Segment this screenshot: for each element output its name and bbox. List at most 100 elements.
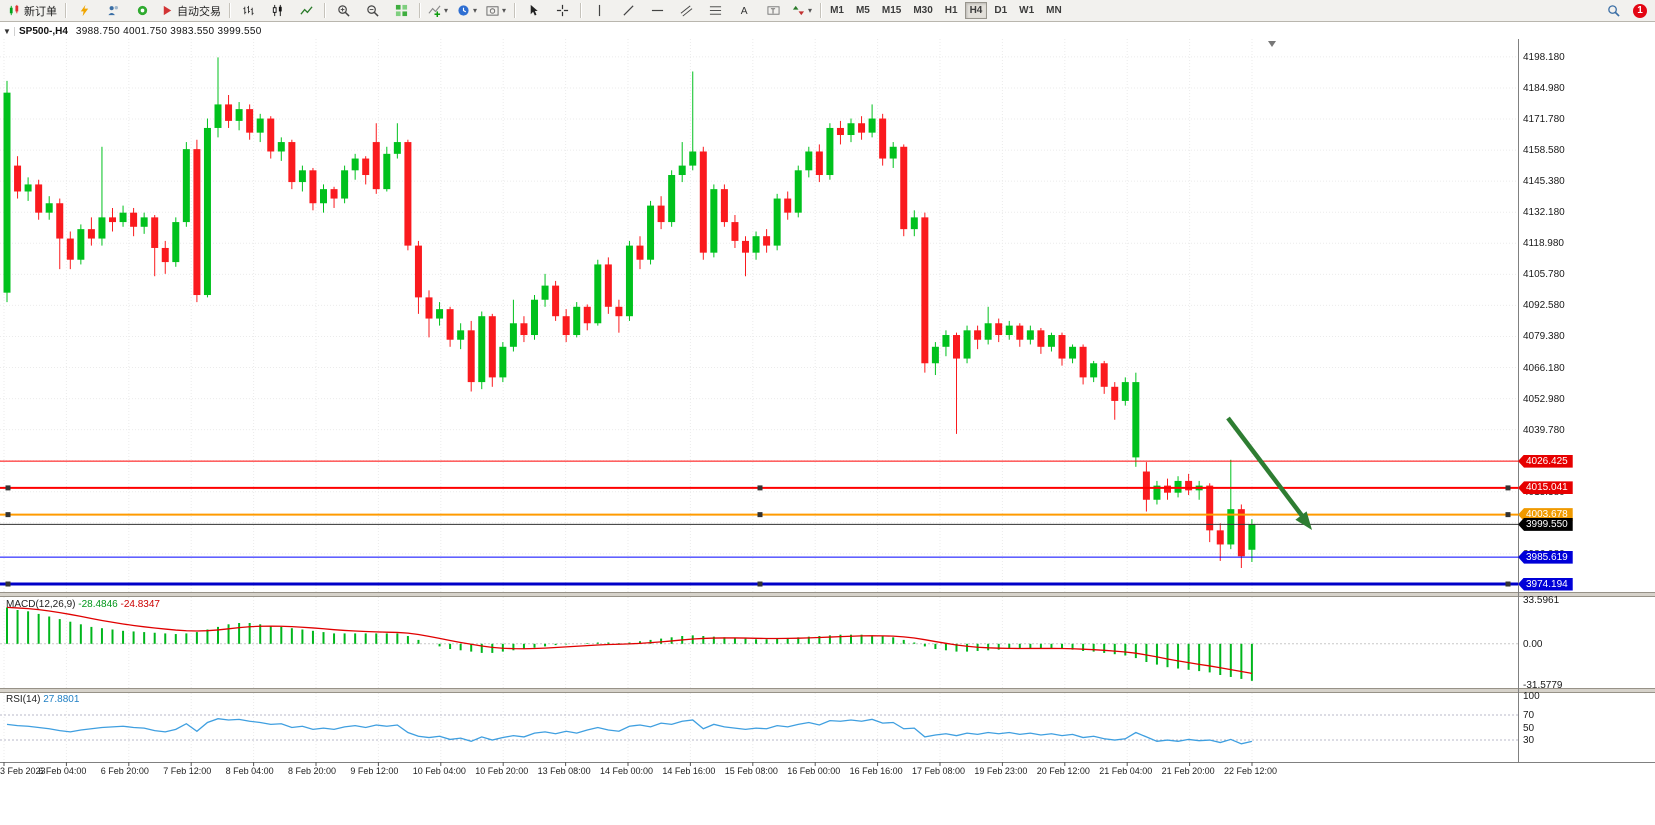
candle-up <box>531 299 538 336</box>
indicators-icon <box>428 4 441 17</box>
price-axis-label: 4132.180 <box>1523 207 1565 219</box>
autotrade-button[interactable]: 自动交易 <box>157 0 225 21</box>
candle-down <box>130 212 138 227</box>
dropdown-caret-icon: ▾ <box>808 6 813 15</box>
line-handle[interactable] <box>757 485 763 491</box>
candle-up <box>214 104 222 128</box>
candle-down <box>1164 485 1171 493</box>
autotrade-label: 自动交易 <box>177 5 221 18</box>
price-axis-label: 4184.980 <box>1523 82 1565 94</box>
line-handle[interactable] <box>5 581 11 587</box>
one-click-trading-arrow-icon[interactable]: ▼ <box>0 26 15 36</box>
candle-down <box>520 323 528 336</box>
macd-signal-value: -24.8347 <box>120 599 160 610</box>
fibonacci-button[interactable] <box>701 0 729 21</box>
alerts-button[interactable] <box>128 0 156 21</box>
time-axis-label: 9 Feb 12:00 <box>350 766 399 776</box>
candle-down <box>330 189 338 199</box>
candle-down <box>552 285 560 317</box>
line-handle[interactable] <box>757 512 763 518</box>
panel-separator[interactable] <box>0 592 1655 597</box>
vertical-line-button[interactable] <box>585 0 613 21</box>
text-button[interactable]: A <box>730 0 758 21</box>
search-button[interactable] <box>1599 0 1627 21</box>
arrows-button[interactable]: ▾ <box>788 0 816 21</box>
toolbar-separator <box>229 3 230 18</box>
trendline-button[interactable] <box>614 0 642 21</box>
timeframe-group: M1 M5 M15 M30 H1 H4 D1 W1 MN <box>825 2 1067 19</box>
candle-up <box>119 212 127 223</box>
line-chart-button[interactable] <box>292 0 320 21</box>
chart-title-bar: ▼ SP500-,H4 3988.750 4001.750 3983.550 3… <box>0 23 1655 39</box>
candle-up <box>625 245 633 317</box>
rsi-line <box>6 718 1253 745</box>
candle-down <box>815 151 823 176</box>
bar-chart-button[interactable] <box>234 0 262 21</box>
lightning-button[interactable] <box>70 0 98 21</box>
cursor-button[interactable] <box>519 0 547 21</box>
candle-up <box>1047 335 1055 347</box>
clock-icon <box>457 4 470 17</box>
line-handle[interactable] <box>1505 581 1511 587</box>
candle-down <box>193 149 201 296</box>
time-axis-label: 6 Feb 04:00 <box>38 766 87 776</box>
tile-windows-button[interactable] <box>387 0 415 21</box>
timeframe-button-m5[interactable]: M5 <box>855 5 870 16</box>
candle-up <box>773 198 781 246</box>
label-button[interactable]: T <box>759 0 787 21</box>
candle-up <box>794 170 802 213</box>
time-axis-label: 17 Feb 08:00 <box>912 766 966 776</box>
candle-up <box>678 165 686 176</box>
timeframe-button-d1[interactable]: D1 <box>994 5 1008 16</box>
candle-down <box>56 203 64 239</box>
line-handle[interactable] <box>5 512 11 518</box>
label-icon: T <box>767 4 780 17</box>
price-axis-label: 4092.580 <box>1523 300 1565 312</box>
crosshair-button[interactable] <box>548 0 576 21</box>
timeframe-button-m15[interactable]: M15 <box>881 5 902 16</box>
chart-shift-marker[interactable] <box>1268 41 1276 47</box>
line-handle[interactable] <box>5 485 11 491</box>
new-order-button[interactable]: 新订单 <box>4 0 61 21</box>
candlestick-chart-button[interactable] <box>263 0 291 21</box>
time-axis-label: 13 Feb 08:00 <box>537 766 591 776</box>
dropdown-caret-icon: ▾ <box>473 6 478 15</box>
rsi-label: RSI(14) 27.8801 <box>6 694 80 705</box>
toolbar-separator <box>324 3 325 18</box>
screenshot-button[interactable]: ▾ <box>482 0 510 21</box>
timeframe-button-w1[interactable]: W1 <box>1019 5 1035 16</box>
timeframe-button-m1[interactable]: M1 <box>830 5 844 16</box>
trend-arrow[interactable] <box>1226 416 1305 519</box>
new-order-icon <box>8 4 21 17</box>
candle-up <box>256 118 264 133</box>
level-price-badge: 4015.041 <box>1518 481 1573 495</box>
zoom-in-button[interactable] <box>329 0 357 21</box>
screenshot-icon <box>486 4 499 17</box>
candle-up <box>1227 509 1235 545</box>
indicators-button[interactable]: ▾ <box>424 0 452 21</box>
horizontal-line-button[interactable] <box>643 0 671 21</box>
candle-up <box>541 285 549 300</box>
profiles-button[interactable] <box>99 0 127 21</box>
trend-arrow-head[interactable] <box>1295 511 1312 530</box>
arrows-icon <box>792 4 805 17</box>
level-price-badge: 4026.425 <box>1518 454 1573 468</box>
channel-button[interactable] <box>672 0 700 21</box>
line-handle[interactable] <box>1505 512 1511 518</box>
line-handle[interactable] <box>1505 485 1511 491</box>
svg-text:A: A <box>740 6 747 17</box>
timeframe-button-h1[interactable]: H1 <box>944 5 958 16</box>
rsi-scale-label: 30 <box>1523 735 1535 747</box>
notification-badge[interactable]: 1 <box>1633 3 1647 18</box>
candle-down <box>784 198 792 213</box>
timeframe-button-m30[interactable]: M30 <box>913 5 933 16</box>
timeframe-button-h4[interactable]: H4 <box>964 2 988 19</box>
candlestick-chart-icon <box>271 4 284 17</box>
clock-button[interactable]: ▾ <box>453 0 481 21</box>
zoom-out-button[interactable] <box>358 0 386 21</box>
panel-separator[interactable] <box>0 688 1655 693</box>
timeframe-button-mn[interactable]: MN <box>1046 5 1062 16</box>
time-axis-label: 20 Feb 12:00 <box>1036 766 1090 776</box>
line-handle[interactable] <box>757 581 763 587</box>
